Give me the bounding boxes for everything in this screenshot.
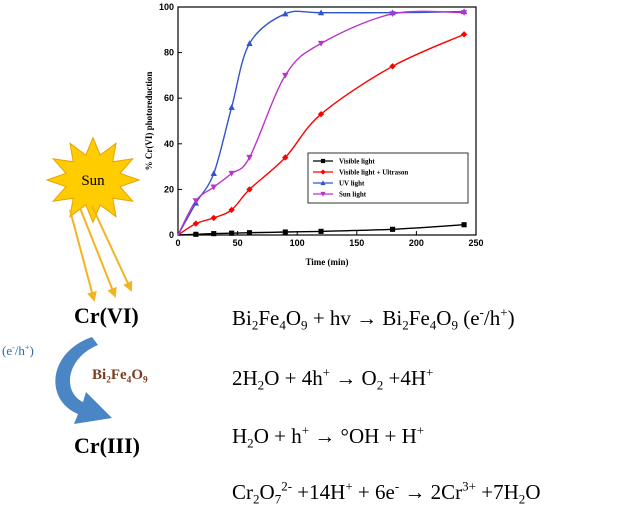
- data-point-marker: [228, 104, 235, 110]
- cr6-label: Cr(VI): [74, 303, 139, 328]
- legend-entry: Sun light: [339, 191, 367, 199]
- sun-icon: Sun: [45, 136, 141, 224]
- data-point-marker: [282, 229, 288, 235]
- y-axis-label: % Cr(VI) photoreduction: [144, 72, 154, 171]
- data-point-marker: [228, 206, 235, 214]
- y-tick-label: 100: [159, 2, 174, 12]
- data-point-marker: [192, 220, 200, 227]
- data-point-marker: [282, 72, 289, 79]
- data-point-marker: [460, 10, 468, 16]
- data-point-marker: [461, 222, 467, 228]
- data-point-marker: [320, 169, 326, 175]
- data-point-marker: [229, 230, 235, 236]
- x-tick-label: 200: [409, 238, 424, 248]
- plot-area: 0 50 100 150 200 250 0 20 40 60 80 100 Visible ligh…: [144, 2, 484, 267]
- equation-water-oxidation: 2H2O + 4h+ → O2 +4H+: [232, 364, 434, 393]
- legend-box: [307, 152, 469, 204]
- series-line: [177, 33, 465, 236]
- data-point-marker: [246, 154, 253, 161]
- data-point-marker: [246, 40, 253, 47]
- x-tick-label: 250: [468, 238, 483, 248]
- data-point-marker: [320, 180, 326, 186]
- sun-ray-arrow: [79, 207, 117, 298]
- equation-chromium-reduction: Cr2O72- +14H+ + 6e- → 2Cr3+ +7H2O: [232, 478, 541, 507]
- series-line: [177, 10, 465, 236]
- x-tick-label: 0: [175, 238, 180, 248]
- data-point-marker: [282, 154, 289, 161]
- reduction-curved-arrow: [55, 337, 112, 424]
- data-point-marker: [210, 184, 217, 191]
- y-tick-label: 20: [164, 184, 174, 194]
- data-point-marker: [320, 191, 326, 197]
- plot-frame: [177, 6, 477, 236]
- cr3-label: Cr(III): [74, 433, 140, 458]
- y-tick-label: 40: [164, 139, 174, 149]
- data-point-marker: [192, 198, 200, 204]
- data-point-marker: [282, 10, 289, 17]
- data-point-marker: [210, 170, 217, 176]
- x-tick-label: 150: [349, 238, 364, 248]
- charge-carrier-label: (e-/h+): [2, 342, 34, 358]
- catalyst-label: Bi2Fe4O9: [92, 367, 148, 386]
- data-point-marker: [317, 40, 325, 47]
- x-axis-label: Time (min): [305, 257, 348, 267]
- data-point-marker: [460, 31, 468, 38]
- legend-entry: UV light: [339, 180, 365, 188]
- data-point-marker: [210, 214, 217, 222]
- data-point-marker: [320, 158, 326, 164]
- x-tick-label: 100: [290, 238, 305, 248]
- y-tick-label: 80: [164, 48, 174, 58]
- data-point-marker: [317, 110, 325, 118]
- data-point-marker: [193, 231, 199, 237]
- data-point-marker: [211, 231, 217, 237]
- y-tick-label: 60: [164, 93, 174, 103]
- data-point-marker: [228, 170, 235, 177]
- data-point-marker: [317, 9, 325, 16]
- data-point-marker: [390, 226, 396, 232]
- equation-photoexcitation: Bi2Fe4O9 + hv → Bi2Fe4O9 (e-/h+): [232, 304, 515, 333]
- legend-entry: Visible light: [339, 158, 375, 166]
- data-point-marker: [246, 186, 253, 193]
- x-tick-label: 50: [233, 238, 243, 248]
- sun-label: Sun: [81, 173, 105, 189]
- data-point-marker: [389, 63, 396, 70]
- y-tick-label: 0: [169, 230, 174, 240]
- legend-entry: Visible light + Ultrason: [339, 169, 408, 177]
- sun-ray-arrow: [69, 209, 97, 302]
- data-point-marker: [318, 228, 324, 234]
- equation-hydroxyl-radical: H2O + h+ → °OH + H+: [232, 422, 425, 451]
- sun-ray-arrow: [91, 205, 133, 292]
- data-point-marker: [246, 230, 253, 236]
- data-point-marker: [389, 11, 396, 18]
- sun-star: [45, 136, 141, 224]
